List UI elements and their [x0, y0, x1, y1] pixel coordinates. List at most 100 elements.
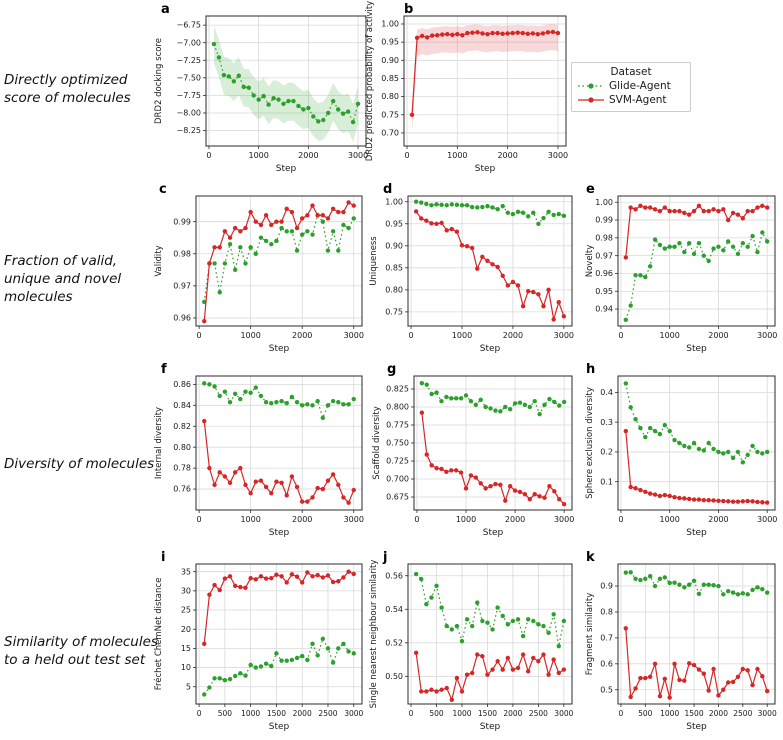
- svg-text:3000: 3000: [757, 515, 777, 524]
- svg-text:0.95: 0.95: [595, 287, 613, 296]
- svg-text:0.99: 0.99: [595, 216, 613, 225]
- svg-text:Step: Step: [686, 528, 707, 538]
- svg-text:0.750: 0.750: [386, 439, 409, 448]
- svg-text:1000: 1000: [660, 709, 679, 718]
- svg-text:Step: Step: [276, 164, 297, 174]
- svg-text:2500: 2500: [529, 709, 548, 718]
- svg-text:0.95: 0.95: [385, 219, 403, 228]
- row-label-directly-optimized-score: Directly optimized score of molecules: [4, 72, 131, 106]
- svg-text:3000: 3000: [344, 331, 364, 340]
- svg-text:0.84: 0.84: [173, 401, 191, 410]
- svg-text:25: 25: [181, 606, 191, 615]
- svg-text:0: 0: [197, 515, 202, 524]
- chart-c-validity: 0 1000 2000 3000 0.99 0.98 0.97 0.96 Step Validit…: [150, 180, 372, 356]
- svg-text:−7.00: −7.00: [176, 38, 201, 47]
- chart-f-internal-diversity: 0 1000 2000 3000 0.86 0.84 0.82 0.80 0.78 0.76 Ste…: [150, 360, 372, 540]
- svg-text:−7.75: −7.75: [176, 91, 201, 100]
- svg-text:0.54: 0.54: [385, 605, 403, 614]
- svg-text:0.50: 0.50: [385, 672, 403, 681]
- svg-text:0: 0: [618, 515, 623, 524]
- svg-text:2000: 2000: [298, 151, 318, 160]
- svg-text:0: 0: [414, 515, 419, 524]
- legend-item-label: SVM-Agent: [609, 94, 667, 106]
- svg-text:20: 20: [181, 625, 191, 634]
- svg-text:0.52: 0.52: [385, 638, 403, 647]
- svg-text:0.90: 0.90: [385, 241, 403, 250]
- svg-text:Step: Step: [269, 528, 290, 538]
- svg-text:0.1: 0.1: [600, 477, 613, 486]
- chart-a-drd2-docking-score: 0 1000 2000 3000 −6.75 −7.00 −7.25 −7.50 −7.75 −8…: [150, 0, 378, 176]
- svg-text:1000: 1000: [447, 151, 467, 160]
- svg-text:Step: Step: [686, 344, 707, 354]
- svg-text:0.3: 0.3: [600, 418, 613, 427]
- svg-text:2000: 2000: [708, 331, 728, 340]
- svg-text:1500: 1500: [685, 709, 704, 718]
- svg-text:Step: Step: [480, 344, 501, 354]
- svg-text:0.97: 0.97: [595, 251, 613, 260]
- svg-text:0.700: 0.700: [386, 475, 409, 484]
- svg-text:0.7: 0.7: [600, 633, 613, 642]
- svg-text:Novelty: Novelty: [585, 245, 595, 278]
- svg-text:1000: 1000: [241, 709, 260, 718]
- svg-text:1000: 1000: [660, 331, 680, 340]
- svg-text:0.800: 0.800: [386, 403, 409, 412]
- chart-j-single-nearest-neighbour-similarity: 0 500 1000 1500 2000 2500 3000 0.56 0.54 0.52 0.50…: [368, 548, 582, 736]
- svg-text:2000: 2000: [505, 515, 525, 524]
- svg-text:Validity: Validity: [154, 245, 164, 276]
- svg-text:3000: 3000: [344, 515, 364, 524]
- svg-text:0.85: 0.85: [385, 263, 403, 272]
- svg-text:15: 15: [181, 644, 191, 653]
- svg-text:1.00: 1.00: [385, 197, 403, 206]
- svg-text:DRD2 docking score: DRD2 docking score: [154, 38, 164, 124]
- chart-k-fragment-similarity: 0 500 1000 1500 2000 2500 3000 0.9 0.8 0.7 0.6 0.5 S…: [584, 548, 782, 736]
- svg-text:0.4: 0.4: [600, 388, 613, 397]
- svg-text:0.75: 0.75: [381, 110, 399, 119]
- svg-text:1500: 1500: [267, 709, 286, 718]
- svg-text:0.675: 0.675: [386, 493, 409, 502]
- svm-agent-line-sample-icon: [578, 95, 604, 105]
- svg-text:0.6: 0.6: [600, 659, 613, 668]
- svg-text:0.90: 0.90: [381, 56, 399, 65]
- svg-text:0.98: 0.98: [173, 249, 191, 258]
- svg-text:3000: 3000: [348, 151, 368, 160]
- svg-text:0.80: 0.80: [381, 92, 399, 101]
- row-label-diversity: Diversity of molecules: [4, 456, 155, 472]
- svg-text:0.80: 0.80: [385, 285, 403, 294]
- svg-text:g: g: [387, 362, 396, 377]
- svg-text:0: 0: [618, 331, 623, 340]
- svg-text:Step: Step: [475, 164, 496, 174]
- svg-text:3000: 3000: [554, 709, 573, 718]
- svg-text:Step: Step: [269, 722, 290, 732]
- svg-text:3000: 3000: [757, 331, 777, 340]
- svg-text:0.94: 0.94: [595, 305, 613, 314]
- svg-text:−7.25: −7.25: [176, 56, 201, 65]
- chart-e-novelty: 0 1000 2000 3000 1.00 0.99 0.98 0.97 0.96 0.95 0.9…: [584, 180, 782, 356]
- svg-text:0.825: 0.825: [386, 385, 409, 394]
- svg-text:1000: 1000: [660, 515, 680, 524]
- svg-text:1000: 1000: [240, 331, 260, 340]
- svg-text:1000: 1000: [456, 515, 476, 524]
- svg-text:−6.75: −6.75: [176, 21, 201, 30]
- svg-text:2500: 2500: [733, 709, 752, 718]
- svg-text:10: 10: [181, 663, 191, 672]
- svg-text:Single nearest neighbour simil: Single nearest neighbour similarity: [369, 560, 379, 709]
- legend-item-svm-agent: SVM-Agent: [578, 94, 684, 106]
- svg-text:0.95: 0.95: [381, 38, 399, 47]
- svg-text:0: 0: [619, 709, 624, 718]
- svg-text:−8.00: −8.00: [176, 109, 201, 118]
- svg-text:d: d: [383, 182, 392, 197]
- svg-text:0.75: 0.75: [385, 307, 403, 316]
- svg-text:0.99: 0.99: [173, 217, 191, 226]
- svg-text:Step: Step: [483, 528, 504, 538]
- row-label-similarity-held-out: Similarity of molecules to a held out te…: [4, 634, 158, 668]
- svg-text:0.96: 0.96: [595, 269, 613, 278]
- svg-text:0.8: 0.8: [600, 608, 613, 617]
- svg-text:2000: 2000: [292, 331, 312, 340]
- svg-text:3000: 3000: [554, 515, 574, 524]
- svg-text:0: 0: [409, 331, 414, 340]
- svg-text:0.98: 0.98: [595, 233, 613, 242]
- legend: Dataset Glide-Agent SVM-Agent: [571, 62, 691, 112]
- svg-text:0.86: 0.86: [173, 380, 191, 389]
- svg-text:0.56: 0.56: [385, 571, 403, 580]
